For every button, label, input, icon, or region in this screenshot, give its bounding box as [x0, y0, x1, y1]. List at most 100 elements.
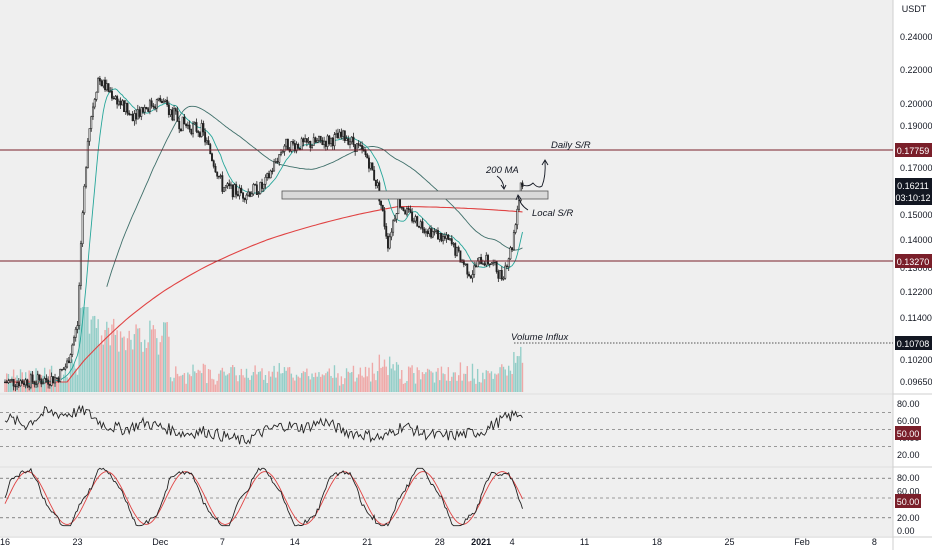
volume-bar: [35, 368, 37, 392]
candle-body: [197, 131, 200, 133]
volume-bar: [464, 373, 467, 392]
candle-body: [443, 236, 446, 239]
volume-bar: [437, 368, 439, 392]
rsi-line: [4, 404, 523, 445]
arrows: [496, 159, 549, 211]
candle-body: [416, 216, 419, 227]
candle-body: [330, 137, 332, 144]
volume-bar: [221, 367, 224, 392]
price-tick-label: 0.15000: [900, 210, 932, 220]
volume-bar: [433, 382, 436, 392]
candle-body: [231, 184, 234, 198]
candle-body: [66, 360, 69, 368]
candle-body: [404, 210, 407, 215]
volume-bar: [175, 366, 177, 392]
candle-body: [442, 236, 445, 242]
volume-bar: [125, 350, 127, 392]
candle-body: [411, 211, 414, 222]
volume-bar: [230, 367, 232, 392]
candle-body: [361, 145, 364, 150]
candle-body: [267, 173, 270, 179]
candle-body: [495, 260, 498, 272]
volume-bar: [302, 371, 305, 392]
volume-bar: [514, 362, 517, 392]
candle-body: [83, 185, 86, 214]
volume-bar: [181, 374, 184, 392]
volume-bar: [114, 334, 117, 392]
volume-bars: [4, 307, 524, 392]
candle-body: [57, 377, 60, 382]
candle-body: [67, 360, 70, 364]
volume-bar: [232, 364, 234, 392]
volume-bar: [11, 376, 13, 392]
candle-body: [16, 382, 19, 388]
candle-body: [126, 102, 129, 114]
price-tick-label: 0.12200: [900, 287, 932, 297]
volume-bar: [200, 373, 203, 392]
candle-body: [349, 141, 351, 145]
volume-bar: [330, 375, 332, 392]
candle-body: [119, 100, 122, 106]
volume-bar: [497, 373, 500, 392]
volume-bar: [256, 374, 258, 392]
volume-bar: [304, 372, 306, 392]
price-tick-label: 0.09650: [900, 377, 932, 387]
candle-body: [326, 135, 329, 147]
volume-bar: [313, 377, 315, 392]
volume-bar: [321, 374, 324, 392]
volume-bar: [383, 359, 386, 392]
svg-text:0.17759: 0.17759: [897, 146, 930, 156]
volume-bar: [78, 307, 80, 392]
candle-body: [195, 122, 198, 132]
candle-body: [499, 270, 502, 279]
time-axis: 16 23 Dec 7 14 21 28 2021 4 11 18 25 Feb 8: [0, 537, 877, 547]
volume-bar: [197, 369, 199, 392]
candle-body: [418, 225, 420, 228]
candle-body: [205, 140, 208, 143]
candle-body: [438, 233, 441, 240]
svg-text:50.00: 50.00: [897, 429, 920, 439]
candle-body: [250, 193, 253, 197]
time-tick-label: 4: [510, 537, 515, 547]
candle-body: [33, 381, 36, 385]
candle-body: [112, 97, 115, 100]
candle-body: [283, 145, 286, 152]
volume-bar: [218, 373, 220, 392]
volume-bar: [81, 307, 84, 392]
candle-body: [323, 140, 326, 145]
volume-bar: [416, 367, 418, 392]
volume-bar: [387, 375, 389, 392]
volume-bar: [345, 368, 348, 392]
volume-bar: [111, 324, 113, 392]
volume-bar: [166, 322, 168, 392]
candle-body: [262, 183, 265, 189]
candle-body: [174, 108, 177, 112]
candle-body: [409, 209, 412, 213]
volume-bar: [473, 378, 475, 392]
volume-bar: [119, 331, 122, 392]
candle-body: [321, 140, 324, 145]
volume-bar: [447, 367, 450, 392]
candle-body: [476, 260, 479, 268]
candle-body: [307, 140, 310, 143]
volume-bar: [268, 371, 270, 392]
candle-body: [388, 236, 391, 249]
volume-bar: [95, 328, 98, 392]
candle-body: [502, 277, 505, 280]
volume-bar: [121, 337, 123, 392]
candle-body: [36, 374, 39, 385]
candle-body: [278, 154, 281, 163]
volume-bar: [520, 346, 522, 392]
volume-bar: [90, 319, 92, 392]
volume-bar: [278, 363, 280, 392]
candle-body: [178, 121, 181, 130]
candle-body: [38, 374, 41, 380]
candle-body: [183, 116, 186, 125]
time-tick-label: 14: [290, 537, 300, 547]
volume-bar: [364, 366, 367, 392]
volume-bar: [152, 325, 155, 392]
volume-bar: [180, 375, 182, 392]
volume-bar: [504, 369, 506, 392]
price-tick-label: 0.11400: [900, 313, 932, 323]
